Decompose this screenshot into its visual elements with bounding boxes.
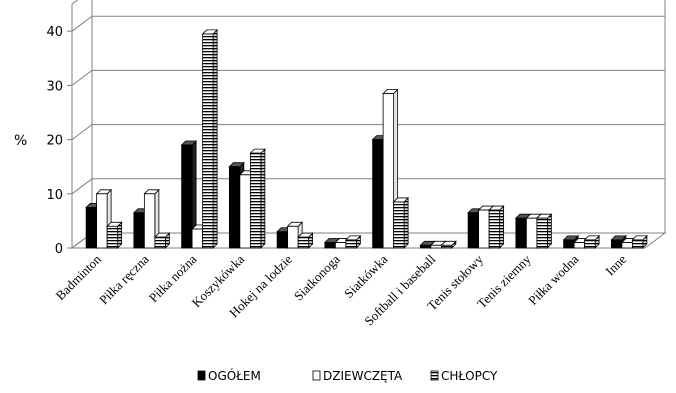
- legend-label: DZIEWCZĘTA: [323, 369, 403, 383]
- bar-chlopcy: [440, 240, 457, 249]
- y-tick-label: 20: [46, 134, 63, 149]
- grid: [70, 0, 667, 249]
- x-tick-label: Piłka wodna: [525, 251, 581, 307]
- bar-chlopcy: [297, 232, 314, 249]
- legend-label: CHŁOPCY: [441, 369, 498, 383]
- y-tick-label: 10: [46, 188, 63, 203]
- legend-swatch: [197, 370, 206, 381]
- gridline: [71, 15, 665, 32]
- x-tick-label: Siatkonoga: [291, 251, 343, 303]
- gridline: [71, 124, 665, 140]
- legend-swatch: [312, 370, 321, 381]
- y-axis: 0 10 20 30 40: [46, 4, 645, 257]
- bar-chlopcy: [392, 196, 410, 249]
- bar-chlopcy: [153, 232, 171, 249]
- legend-swatch: [430, 370, 439, 381]
- legend-item: CHŁOPCY: [430, 369, 498, 383]
- y-tick-label: 0: [55, 242, 63, 257]
- bars: [85, 28, 648, 249]
- x-tick-label: Siatkówka: [341, 251, 391, 301]
- x-tick-label: Inne: [602, 251, 629, 278]
- legend: OGÓŁEM DZIEWCZĘTA CHŁOPCY: [197, 368, 498, 383]
- legend-item: OGÓŁEM: [197, 368, 261, 383]
- bar-chlopcy: [106, 221, 123, 249]
- bar-chlopcy: [344, 234, 362, 249]
- bar-chlopcy: [488, 205, 505, 249]
- bar-chlopcy: [535, 213, 553, 249]
- bar-ogolem: [180, 140, 198, 249]
- x-tick-label: Piłka ręczna: [96, 251, 152, 307]
- legend-label: OGÓŁEM: [208, 368, 261, 383]
- y-tick-label: 30: [46, 79, 63, 94]
- y-axis-label: %: [14, 133, 27, 149]
- bar-chlopcy: [583, 234, 601, 249]
- bar-dziewczeta: [143, 188, 160, 249]
- bar-chlopcy: [201, 28, 219, 249]
- gridline: [71, 69, 665, 86]
- bar-chlopcy: [631, 234, 648, 249]
- legend-item: DZIEWCZĘTA: [312, 369, 403, 383]
- gridline: [71, 178, 665, 195]
- y-tick-label: 40: [46, 25, 63, 40]
- bar-chlopcy: [249, 148, 266, 249]
